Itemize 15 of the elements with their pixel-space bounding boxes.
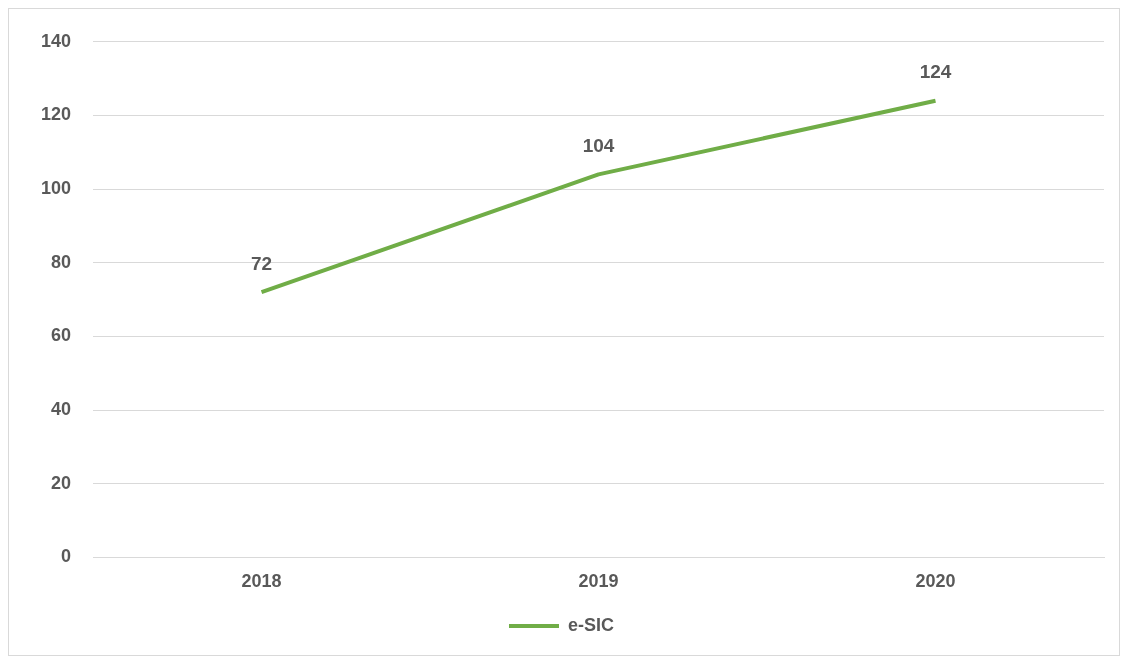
data-label: 104 — [582, 135, 615, 157]
data-label: 72 — [250, 252, 273, 274]
y-tick-label: 140 — [40, 30, 72, 51]
y-tick-label: 120 — [40, 104, 72, 125]
legend-label: e-SIC — [567, 614, 615, 635]
x-tick-label: 2018 — [241, 571, 282, 592]
y-tick-label: 0 — [61, 546, 72, 567]
x-tick-label: 2019 — [578, 571, 619, 592]
y-tick-label: 80 — [51, 251, 72, 272]
y-tick-label: 20 — [51, 472, 72, 493]
y-tick-label: 60 — [51, 325, 72, 346]
y-tick-label: 100 — [40, 178, 72, 199]
x-tick-label: 2020 — [915, 571, 956, 592]
y-tick-label: 40 — [51, 399, 72, 420]
data-label: 124 — [919, 61, 952, 83]
